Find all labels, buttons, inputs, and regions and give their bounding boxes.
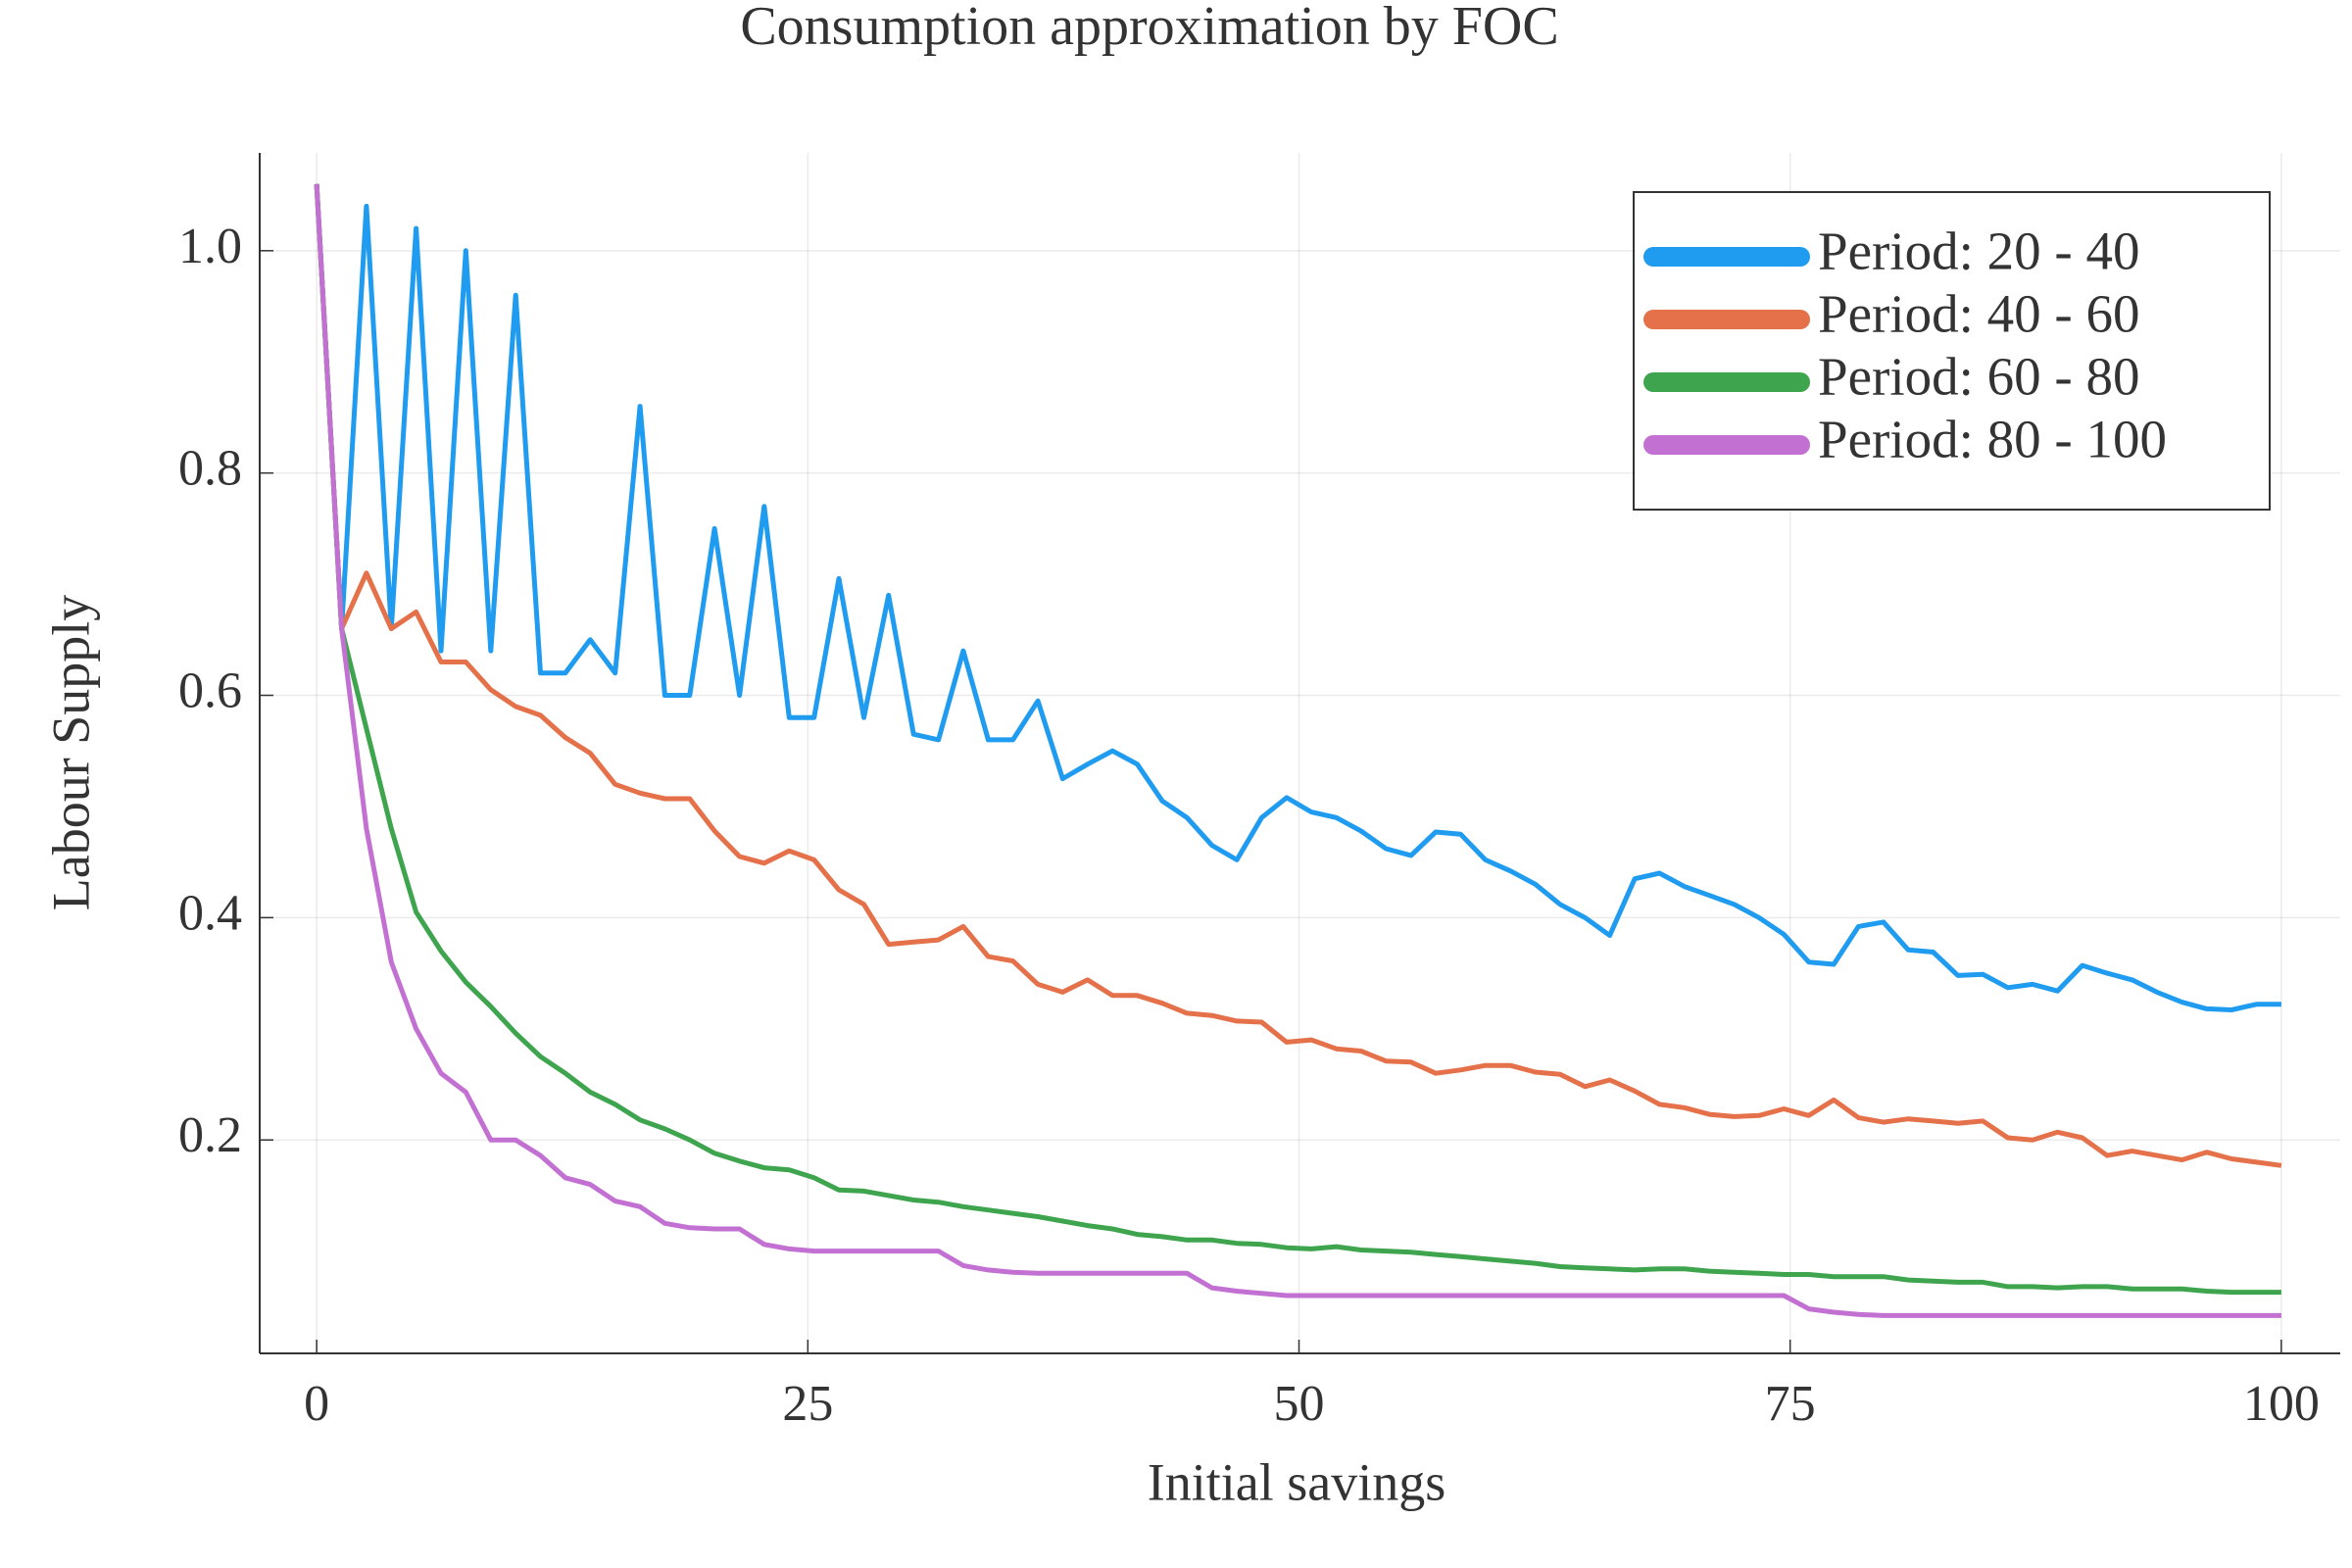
x-tick-label: 75 — [1765, 1376, 1816, 1432]
series-line — [314, 183, 2282, 1168]
series-line — [314, 183, 2281, 1318]
legend-label: Period: 40 - 60 — [1818, 284, 2139, 344]
legend-box — [1633, 191, 2271, 511]
legend-label: Period: 20 - 40 — [1818, 221, 2139, 281]
y-axis-label: Labour Supply — [41, 595, 100, 910]
x-tick-label: 100 — [2243, 1376, 2320, 1432]
chart-title: Consumption approximation by FOC — [740, 0, 1558, 57]
series-line — [314, 183, 2281, 1296]
x-tick-label: 25 — [782, 1376, 833, 1432]
series-line — [314, 183, 2281, 1012]
y-tick-label: 0.2 — [178, 1107, 242, 1163]
y-tick-label: 1.0 — [178, 219, 242, 274]
y-tick-label: 0.6 — [178, 662, 242, 718]
x-tick-label: 0 — [304, 1376, 329, 1432]
y-tick-label: 0.8 — [178, 441, 242, 497]
legend-label: Period: 80 - 100 — [1818, 410, 2167, 469]
x-axis-label: Initial savings — [1148, 1452, 1446, 1511]
legend-label: Period: 60 - 80 — [1818, 347, 2139, 407]
x-tick-label: 50 — [1273, 1376, 1324, 1432]
y-tick-label: 0.4 — [178, 885, 242, 941]
